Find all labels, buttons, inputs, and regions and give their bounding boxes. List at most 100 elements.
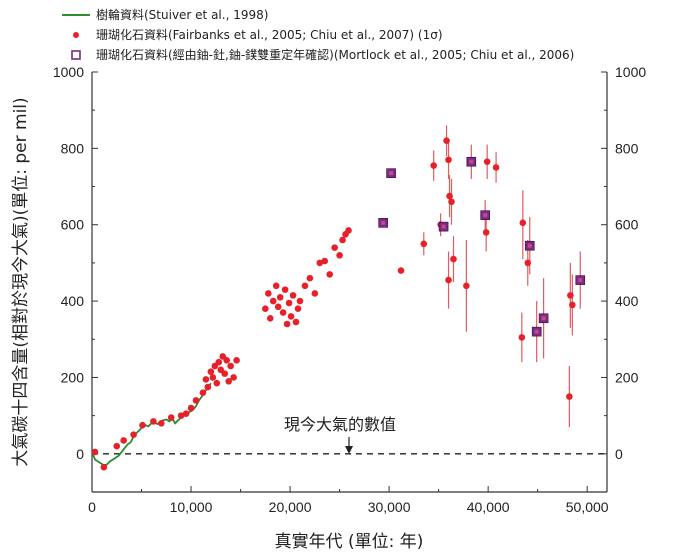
legend-entry-tree-ring: 樹輪資料(Stuiver et al., 1998) — [62, 7, 268, 22]
ticks-layer: 0 10,000 20,000 30,000 40,000 50,000 0 0 200 200 4… — [53, 64, 647, 515]
coral-data-point — [569, 301, 576, 309]
coral-data-point — [225, 377, 232, 385]
coral-data-point — [223, 356, 230, 364]
data-layer — [91, 125, 586, 471]
coral-data-point — [345, 227, 352, 234]
coral-data-point — [215, 358, 223, 366]
coral-data-point — [192, 397, 200, 404]
coral-data-point — [202, 376, 210, 383]
coral-data-point — [276, 293, 284, 301]
coral-data-point — [321, 257, 329, 265]
coral-data-point — [430, 162, 437, 169]
coral-data-point — [519, 219, 527, 227]
coral-data-point — [91, 448, 99, 456]
coral-data-point — [311, 290, 319, 297]
coral-data-point — [285, 299, 293, 307]
annotation-arrow — [345, 437, 353, 454]
coral-dated-point-core — [527, 243, 532, 248]
coral-data-point — [264, 290, 272, 297]
coral-data-point — [397, 267, 405, 274]
y-tick-label-right: 200 — [615, 369, 639, 385]
coral-data-point — [326, 271, 333, 278]
reference-annotation: 現今大氣的數值 — [284, 415, 396, 434]
y-tick-label-right: 0 — [615, 446, 623, 462]
coral-data-point — [463, 282, 470, 290]
coral-dated-point-core — [469, 159, 474, 164]
coral-data-point — [283, 320, 291, 328]
tree-ring-line — [91, 382, 212, 467]
legend-square-swatch — [71, 50, 81, 60]
y-tick-label-left: 800 — [61, 140, 85, 156]
coral-data-point — [482, 229, 490, 236]
coral-data-point — [167, 414, 175, 421]
coral-data-point — [292, 318, 300, 326]
coral-data-point — [450, 255, 457, 263]
coral-data-point — [567, 292, 574, 299]
coral-data-point — [296, 297, 304, 305]
legend-dot-swatch — [73, 32, 79, 38]
coral-data-point — [187, 404, 195, 412]
coral-dated-point-core — [381, 220, 386, 225]
coral-dated-point-core — [483, 213, 488, 218]
coral-dated-point-core — [534, 329, 539, 334]
coral-data-point — [287, 313, 295, 320]
coral-data-point — [199, 389, 207, 397]
x-tick-label: 30,000 — [368, 499, 411, 515]
x-tick-label: 50,000 — [566, 499, 609, 515]
x-tick-label: 20,000 — [269, 499, 312, 515]
coral-data-point — [177, 412, 185, 419]
coral-data-point — [100, 463, 108, 471]
coral-data-point — [281, 286, 289, 293]
coral-data-point — [289, 292, 297, 299]
coral-data-point — [483, 158, 491, 166]
coral-data-point — [204, 383, 212, 391]
x-tick-label: 10,000 — [170, 499, 213, 515]
coral-data-point — [130, 431, 137, 439]
coral-dated-point-core — [441, 224, 446, 229]
coral-data-point — [233, 356, 240, 364]
coral-data-point — [566, 393, 573, 400]
y-axis-title: 大氣碳十四含量(相對於現今大氣)(單位: per mil) — [11, 97, 31, 466]
coral-data-point — [269, 297, 277, 305]
y-tick-label-right: 600 — [615, 217, 639, 233]
y-tick-label-left: 200 — [61, 369, 85, 385]
coral-data-point — [445, 156, 452, 164]
coral-data-point — [213, 379, 221, 387]
coral-data-point — [331, 244, 338, 251]
legend-label-tree-ring: 樹輪資料(Stuiver et al., 1998) — [96, 7, 268, 22]
legend-entry-coral: 珊瑚化石資料(Fairbanks et al., 2005; Chiu et a… — [73, 27, 443, 42]
y-tick-label-left: 0 — [76, 446, 84, 462]
y-tick-label-right: 400 — [615, 293, 639, 309]
coral-data-point — [230, 374, 237, 381]
coral-data-point — [443, 137, 450, 145]
coral-data-point — [446, 192, 453, 200]
y-tick-label-left: 400 — [61, 293, 85, 309]
legend-label-coral-dated: 珊瑚化石資料(經由鈾-釷,鈾-鏷雙重定年確認)(Mortlock et al.,… — [96, 47, 574, 62]
x-tick-label: 0 — [88, 499, 96, 515]
x-tick-label: 40,000 — [467, 499, 510, 515]
coral-data-point — [294, 305, 302, 313]
coral-data-point — [524, 259, 532, 267]
coral-data-point — [158, 419, 165, 427]
coral-dated-point-core — [541, 316, 546, 321]
y-tick-label-right: 800 — [615, 140, 639, 156]
coral-data-point — [336, 251, 343, 259]
coral-data-point — [274, 303, 282, 311]
coral-data-point — [316, 259, 324, 267]
coral-data-point — [420, 240, 428, 248]
coral-data-point — [306, 274, 314, 282]
coral-data-point — [445, 276, 452, 284]
coral-data-point — [150, 418, 157, 425]
coral-data-point — [227, 362, 234, 370]
y-tick-label-left: 1000 — [53, 64, 84, 80]
coral-data-point — [266, 314, 274, 322]
coral-data-point — [279, 309, 287, 316]
legend: 樹輪資料(Stuiver et al., 1998) 珊瑚化石資料(Fairba… — [62, 7, 574, 62]
legend-entry-coral-dated: 珊瑚化石資料(經由鈾-釷,鈾-鏷雙重定年確認)(Mortlock et al.,… — [71, 47, 574, 62]
coral-data-point — [207, 368, 215, 376]
coral-data-point — [272, 282, 280, 290]
coral-data-point — [518, 334, 526, 341]
x-axis-title: 真實年代 (單位: 年) — [275, 532, 424, 552]
coral-data-point — [339, 236, 346, 244]
